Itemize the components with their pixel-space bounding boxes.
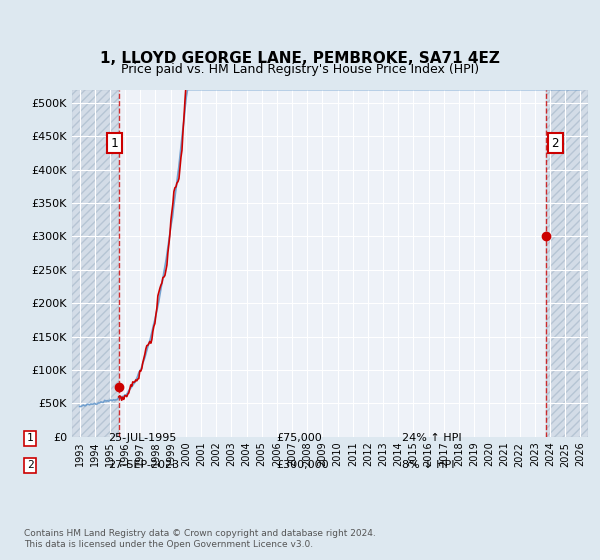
Text: Price paid vs. HM Land Registry's House Price Index (HPI): Price paid vs. HM Land Registry's House … xyxy=(121,63,479,77)
Bar xyxy=(72,90,119,437)
Text: 2: 2 xyxy=(26,460,34,470)
Text: £300,000: £300,000 xyxy=(276,460,329,470)
Text: 1: 1 xyxy=(110,137,118,150)
Text: 1, LLOYD GEORGE LANE, PEMBROKE, SA71 4EZ: 1, LLOYD GEORGE LANE, PEMBROKE, SA71 4EZ xyxy=(100,52,500,66)
Text: 2: 2 xyxy=(551,137,559,150)
Text: £75,000: £75,000 xyxy=(276,433,322,444)
Text: 24% ↑ HPI: 24% ↑ HPI xyxy=(402,433,461,444)
Text: Contains HM Land Registry data © Crown copyright and database right 2024.
This d: Contains HM Land Registry data © Crown c… xyxy=(24,529,376,549)
Bar xyxy=(546,90,588,437)
Text: 1: 1 xyxy=(26,433,34,444)
Text: 25-JUL-1995: 25-JUL-1995 xyxy=(108,433,176,444)
Text: 8% ↓ HPI: 8% ↓ HPI xyxy=(402,460,455,470)
Text: 27-SEP-2023: 27-SEP-2023 xyxy=(108,460,179,470)
